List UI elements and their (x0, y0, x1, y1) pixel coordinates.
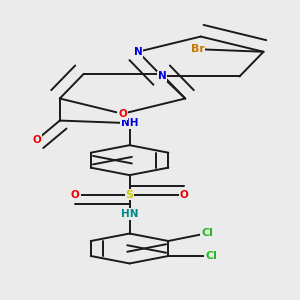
Text: O: O (118, 109, 127, 119)
Text: O: O (32, 135, 41, 145)
Text: Cl: Cl (205, 251, 217, 261)
Text: N: N (158, 71, 166, 81)
Text: NH: NH (121, 118, 138, 128)
Text: O: O (71, 190, 80, 200)
Text: S: S (126, 190, 134, 200)
Text: Cl: Cl (201, 228, 213, 238)
Text: N: N (134, 47, 142, 57)
Text: O: O (179, 190, 188, 200)
Text: Br: Br (190, 44, 205, 54)
Text: HN: HN (121, 209, 138, 219)
